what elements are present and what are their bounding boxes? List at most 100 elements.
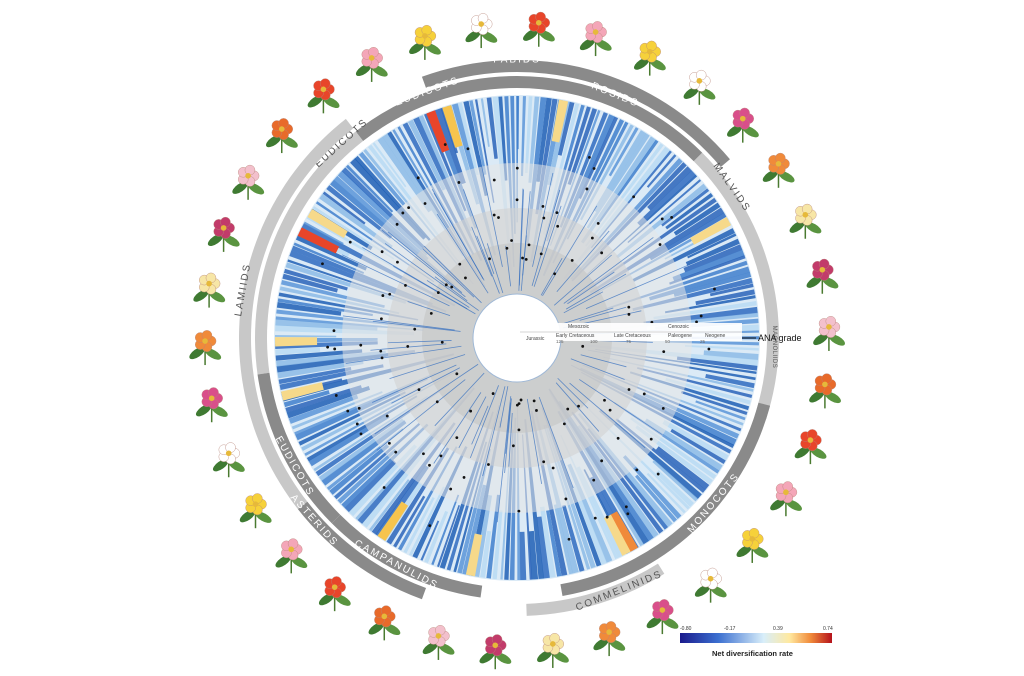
branch-line bbox=[508, 412, 513, 467]
node-dot bbox=[423, 202, 427, 205]
clade-ring-lamiids bbox=[239, 118, 365, 566]
branch-wedge bbox=[326, 185, 393, 239]
node-dot bbox=[593, 516, 597, 520]
node-dot bbox=[515, 166, 519, 170]
hotspot-wedge bbox=[307, 209, 348, 238]
branch-line bbox=[555, 382, 600, 432]
hotspot-wedge bbox=[551, 99, 569, 143]
branch-wedge bbox=[536, 97, 552, 182]
node-dot bbox=[462, 476, 466, 479]
legend-colorbar bbox=[680, 633, 832, 643]
legend-tick-3: 0.39 bbox=[773, 626, 783, 632]
node-dot bbox=[380, 250, 384, 254]
branch-wedge bbox=[322, 191, 366, 225]
branch-wedge bbox=[647, 166, 692, 211]
branch-line bbox=[434, 276, 468, 302]
branch-wedge bbox=[676, 356, 758, 371]
branch-wedge bbox=[372, 142, 407, 188]
branch-line bbox=[469, 385, 499, 459]
node-dot bbox=[407, 206, 411, 210]
branch-line bbox=[533, 205, 562, 287]
branch-wedge bbox=[282, 273, 338, 293]
hotspot-wedge bbox=[442, 105, 463, 148]
clade-ring-asterids bbox=[297, 501, 427, 600]
node-dot bbox=[553, 272, 557, 276]
node-dot bbox=[635, 468, 639, 472]
node-dot bbox=[616, 436, 620, 440]
node-dot bbox=[539, 252, 543, 256]
branch-line bbox=[389, 354, 466, 379]
branch-wedge bbox=[525, 96, 533, 174]
branch-line bbox=[580, 354, 627, 368]
clade-ring-rosids bbox=[517, 76, 703, 162]
branch-wedge bbox=[655, 470, 694, 508]
node-dot bbox=[396, 260, 399, 264]
branch-wedge bbox=[705, 374, 755, 389]
node-dot bbox=[450, 285, 454, 289]
branch-wedge bbox=[572, 485, 607, 565]
hotspot-wedge bbox=[377, 501, 409, 541]
hotspot-wedge bbox=[426, 110, 450, 153]
branch-wedge bbox=[283, 390, 330, 408]
node-dot bbox=[627, 388, 631, 391]
node-dot bbox=[332, 329, 336, 333]
node-dot bbox=[359, 343, 363, 347]
flower-icon bbox=[736, 528, 769, 563]
branch-line bbox=[433, 392, 482, 464]
branch-wedge bbox=[469, 100, 487, 175]
node-dot bbox=[469, 409, 473, 413]
branch-wedge bbox=[480, 530, 492, 578]
flower-icon bbox=[275, 538, 308, 574]
branch-line bbox=[391, 367, 460, 404]
node-dot bbox=[487, 463, 490, 466]
node-dot bbox=[428, 524, 432, 528]
node-dot bbox=[359, 432, 363, 436]
node-dot bbox=[321, 262, 324, 266]
node-dot bbox=[515, 198, 519, 202]
tick-75: 75 bbox=[626, 339, 632, 344]
node-dot bbox=[713, 287, 716, 291]
branch-line bbox=[579, 379, 663, 436]
branch-line bbox=[532, 172, 554, 267]
node-dot bbox=[600, 459, 604, 463]
node-dot bbox=[443, 143, 447, 146]
flower-icon bbox=[683, 69, 716, 105]
node-dot bbox=[515, 403, 519, 407]
flower-icon bbox=[368, 605, 401, 641]
node-dot bbox=[695, 320, 698, 324]
branch-wedge bbox=[275, 334, 337, 338]
branch-wedge bbox=[283, 268, 348, 291]
node-dot bbox=[395, 222, 399, 226]
branch-wedge bbox=[278, 367, 352, 385]
branch-wedge bbox=[275, 349, 363, 361]
branch-line bbox=[471, 226, 493, 277]
tick-125: 125 bbox=[556, 339, 564, 344]
branch-wedge bbox=[695, 289, 756, 306]
node-dot bbox=[440, 340, 444, 344]
branch-wedge bbox=[520, 96, 527, 177]
flower-icon bbox=[318, 576, 351, 612]
flower-icon bbox=[762, 152, 795, 188]
clade-ring-eudicots-lower bbox=[257, 372, 341, 524]
node-dot bbox=[429, 311, 433, 315]
node-dot bbox=[590, 236, 594, 240]
node-dot bbox=[334, 394, 338, 397]
era-cenozoic: Cenozoic bbox=[668, 324, 689, 330]
era-mesozoic: Mesozoic bbox=[568, 324, 590, 330]
ana-grade-label: ANA grade bbox=[758, 333, 802, 343]
branch-line bbox=[520, 191, 531, 292]
era-jurassic: Jurassic bbox=[526, 336, 545, 342]
node-dot bbox=[458, 262, 462, 266]
flower-icon bbox=[212, 442, 245, 478]
node-dot bbox=[642, 392, 646, 396]
hotspot-wedge bbox=[274, 337, 318, 347]
node-dot bbox=[428, 463, 431, 467]
branch-wedge bbox=[672, 249, 745, 282]
flower-icon bbox=[307, 78, 340, 114]
branch-wedge bbox=[329, 444, 390, 495]
node-dot bbox=[417, 388, 421, 392]
branch-line bbox=[374, 363, 479, 435]
branch-wedge bbox=[424, 510, 449, 564]
branch-wedge bbox=[519, 531, 527, 580]
node-dot bbox=[488, 257, 491, 261]
